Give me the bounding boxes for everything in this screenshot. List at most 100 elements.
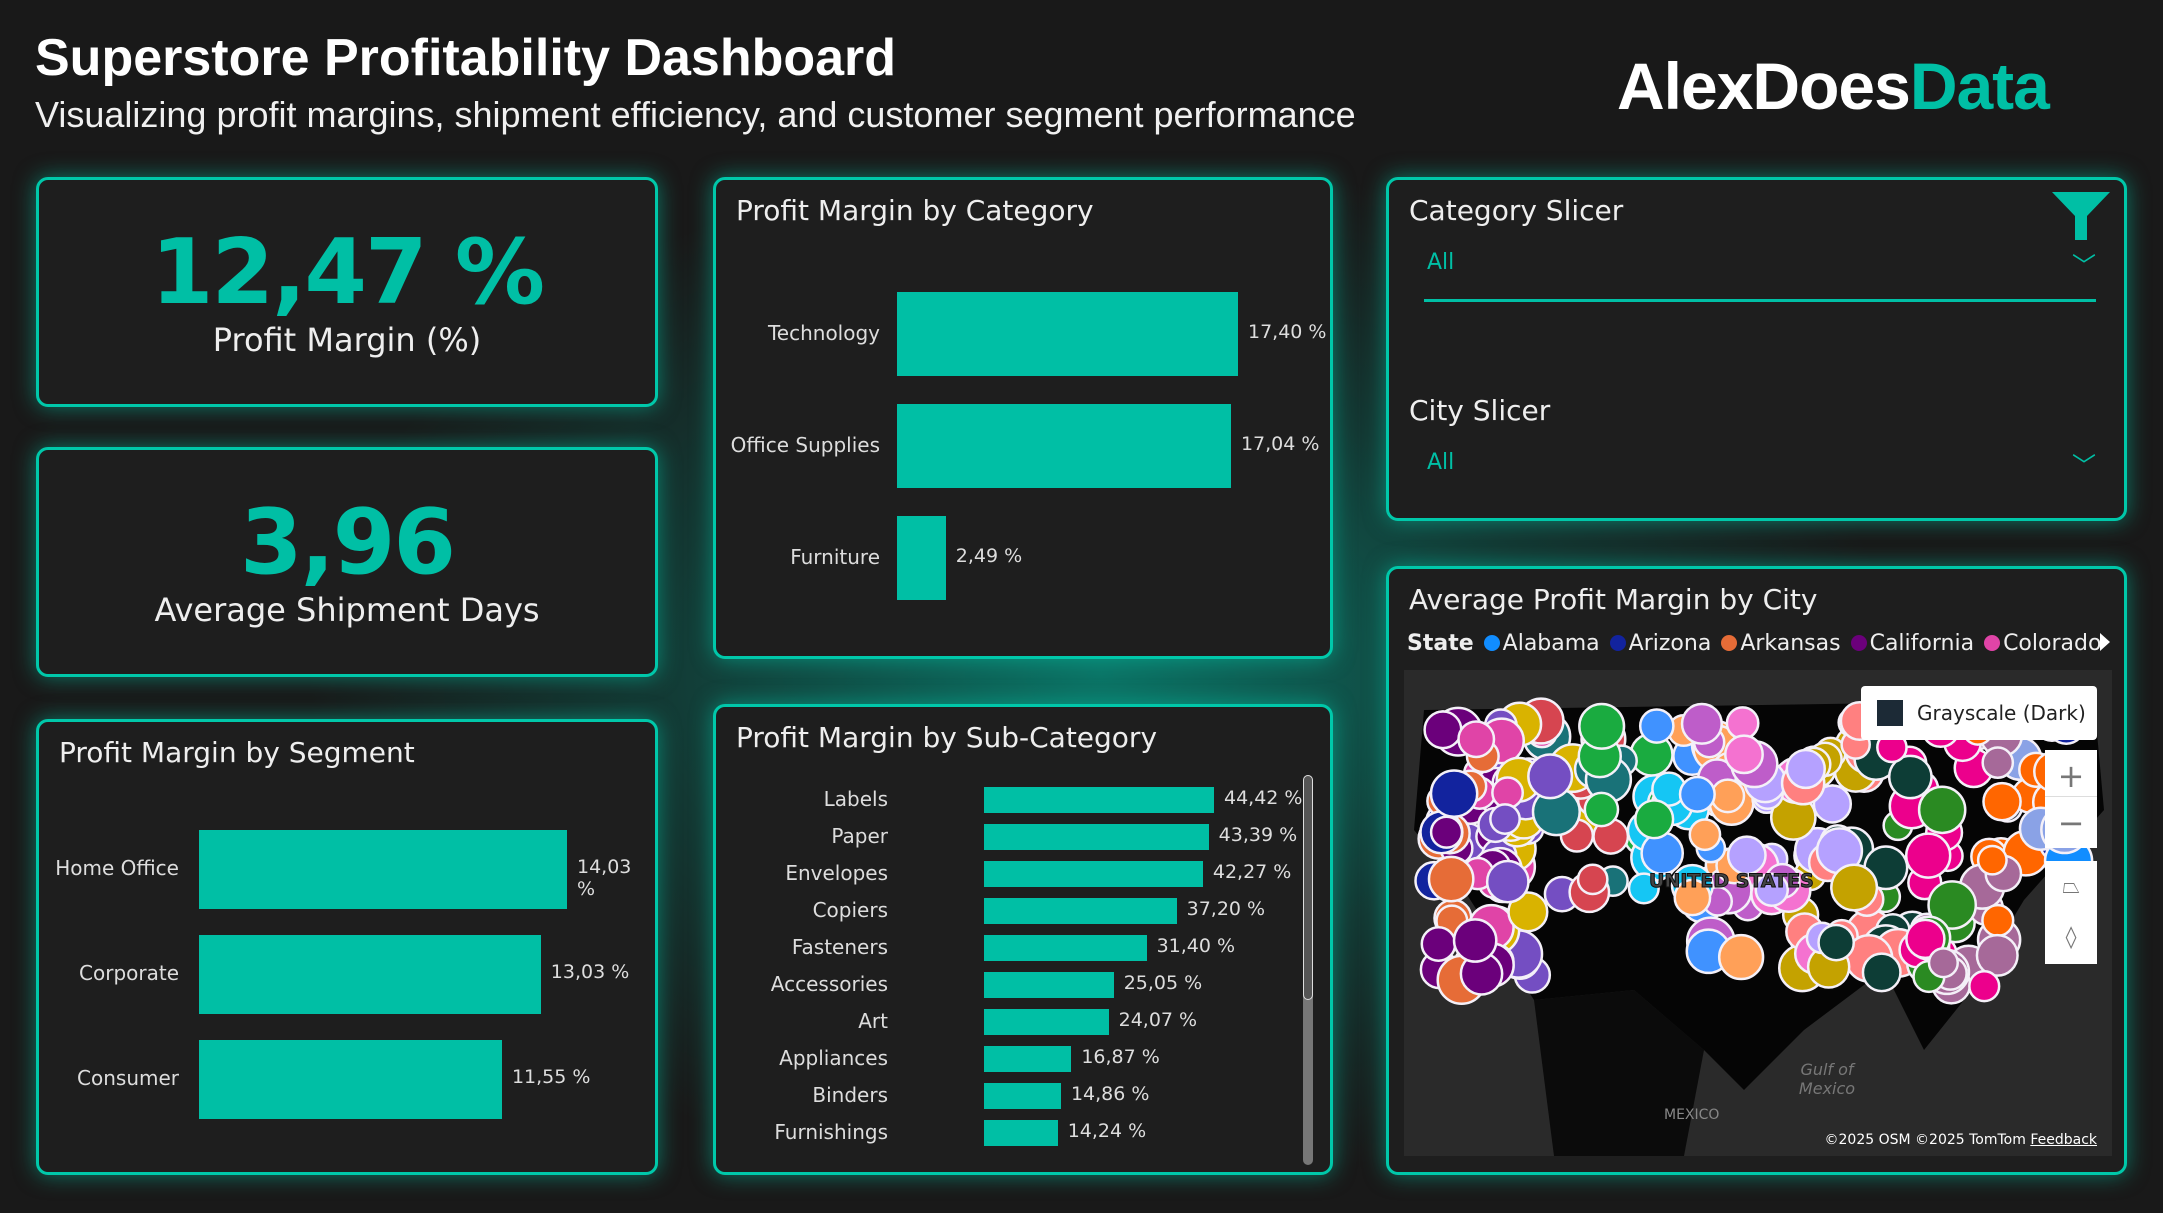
- bar[interactable]: [984, 1009, 1109, 1035]
- city-bubble[interactable]: [1638, 708, 1675, 744]
- mexico-label: MEXICO: [1664, 1107, 1720, 1123]
- city-bubble[interactable]: [1887, 754, 1933, 800]
- bar[interactable]: [984, 1120, 1058, 1146]
- legend-item[interactable]: California: [1850, 631, 1974, 656]
- city-bubble[interactable]: [1927, 880, 1978, 930]
- city-bubble[interactable]: [1975, 933, 2019, 977]
- zoom-in-button[interactable]: +: [2045, 750, 2097, 802]
- kpi-value: 12,47 %: [150, 220, 545, 325]
- city-bubble[interactable]: [1527, 753, 1574, 800]
- city-bubble[interactable]: [1640, 831, 1685, 876]
- bar[interactable]: [984, 1083, 1061, 1109]
- category-slicer-value: All: [1427, 250, 1455, 275]
- bar[interactable]: [984, 898, 1177, 924]
- segment-chart-card: Profit Margin by Segment Home Office 14,0…: [36, 719, 658, 1175]
- data-label: 14,24 %: [1067, 1120, 1147, 1142]
- city-bubble[interactable]: [1452, 918, 1498, 963]
- city-bubble[interactable]: [1680, 702, 1723, 745]
- city-bubble[interactable]: [1917, 785, 1967, 835]
- feedback-link[interactable]: Feedback: [2030, 1132, 2097, 1148]
- bar[interactable]: [199, 829, 567, 909]
- page-subtitle: Visualizing profit margins, shipment eff…: [35, 94, 1356, 135]
- bar[interactable]: [984, 1046, 1072, 1072]
- logo-text-b: Data: [1909, 49, 2050, 123]
- city-bubble[interactable]: [1726, 835, 1767, 876]
- city-bubble[interactable]: [1420, 926, 1457, 962]
- city-bubble[interactable]: [1457, 720, 1496, 759]
- city-bubble[interactable]: [1861, 952, 1902, 993]
- city-bubble[interactable]: [1673, 878, 1712, 917]
- legend-item[interactable]: Arizona: [1609, 631, 1712, 656]
- bar[interactable]: [897, 404, 1231, 488]
- city-bubble[interactable]: [1754, 872, 1790, 907]
- city-bubble[interactable]: [1429, 769, 1479, 819]
- bar-label: Home Office: [55, 856, 179, 880]
- bar-label: Paper: [831, 824, 888, 848]
- logo-text-a: AlexDoes: [1617, 49, 1911, 123]
- attribution-text: ©2025 OSM ©2025 TomTom: [1824, 1132, 2026, 1148]
- category-slicer-dropdown[interactable]: All ﹀: [1424, 240, 2096, 302]
- compass-button[interactable]: ◊: [2045, 912, 2097, 964]
- city-bubble[interactable]: [1981, 903, 2015, 938]
- tilt-button[interactable]: ⏢: [2045, 861, 2097, 913]
- city-bubble[interactable]: [1578, 702, 1626, 750]
- bar[interactable]: [984, 935, 1147, 961]
- zoom-out-button[interactable]: −: [2045, 796, 2097, 848]
- legend-item[interactable]: Arkansas: [1721, 631, 1841, 656]
- bar[interactable]: [199, 1039, 502, 1119]
- city-bubble[interactable]: [1830, 863, 1879, 912]
- bar-label: Envelopes: [785, 861, 888, 885]
- bar[interactable]: [984, 972, 1114, 998]
- city-bubble[interactable]: [1429, 815, 1464, 849]
- bar[interactable]: [984, 787, 1214, 813]
- city-bubble[interactable]: [1904, 832, 1952, 879]
- city-bubble[interactable]: [1976, 844, 2008, 876]
- city-bubble[interactable]: [1489, 803, 1521, 835]
- city-bubble[interactable]: [1812, 784, 1853, 824]
- city-bubble[interactable]: [1507, 891, 1549, 933]
- city-slicer-dropdown[interactable]: All ﹀: [1424, 440, 2096, 490]
- city-slicer-value: All: [1427, 450, 1455, 475]
- legend-item[interactable]: Colorado: [1984, 631, 2101, 656]
- bar[interactable]: [897, 516, 946, 600]
- city-bubble[interactable]: [1710, 778, 1746, 814]
- legend-item[interactable]: Alabama: [1483, 631, 1600, 656]
- city-bubble[interactable]: [1583, 791, 1620, 828]
- city-bubble[interactable]: [1485, 859, 1530, 904]
- kpi-label: Profit Margin (%): [212, 321, 482, 359]
- legend-label: Arizona: [1628, 631, 1712, 656]
- city-bubble[interactable]: [1576, 863, 1609, 896]
- city-bubble[interactable]: [1627, 872, 1660, 905]
- city-bubble[interactable]: [1968, 970, 2001, 1003]
- city-bubble[interactable]: [1982, 781, 2022, 822]
- data-label: 31,40 %: [1156, 935, 1236, 957]
- legend-next-arrow[interactable]: [2100, 633, 2110, 651]
- map-style-button[interactable]: Grayscale (Dark): [1861, 686, 2097, 740]
- bar-label: Appliances: [779, 1046, 888, 1070]
- city-bubble[interactable]: [1785, 748, 1826, 790]
- city-bubble[interactable]: [1927, 947, 1959, 979]
- bar[interactable]: [897, 292, 1238, 376]
- city-bubble[interactable]: [1427, 855, 1475, 903]
- city-bubble[interactable]: [1634, 799, 1675, 840]
- legend-dot-icon: [1721, 635, 1738, 651]
- city-bubble[interactable]: [1905, 918, 1946, 960]
- city-bubble[interactable]: [1423, 710, 1463, 750]
- city-bubble[interactable]: [1817, 923, 1856, 962]
- bar[interactable]: [984, 824, 1209, 850]
- city-bubble[interactable]: [1725, 706, 1760, 741]
- city-bubble[interactable]: [1491, 776, 1524, 810]
- city-bubble[interactable]: [1678, 775, 1716, 813]
- chevron-down-icon[interactable]: ﹀: [2072, 452, 2096, 480]
- scrollbar-thumb[interactable]: [1303, 775, 1313, 1000]
- city-bubble[interactable]: [1688, 818, 1722, 852]
- legend-label: Alabama: [1502, 631, 1600, 656]
- city-bubble[interactable]: [1981, 746, 2015, 779]
- chevron-down-icon[interactable]: ﹀: [2072, 252, 2096, 280]
- bar-label: Copiers: [812, 898, 888, 922]
- city-bubble[interactable]: [1724, 734, 1764, 775]
- city-bubble[interactable]: [1717, 933, 1765, 981]
- map-canvas[interactable]: UNITED STATES Gulf of Mexico MEXICO Gray…: [1404, 670, 2112, 1156]
- bar[interactable]: [984, 861, 1203, 887]
- bar[interactable]: [199, 934, 541, 1014]
